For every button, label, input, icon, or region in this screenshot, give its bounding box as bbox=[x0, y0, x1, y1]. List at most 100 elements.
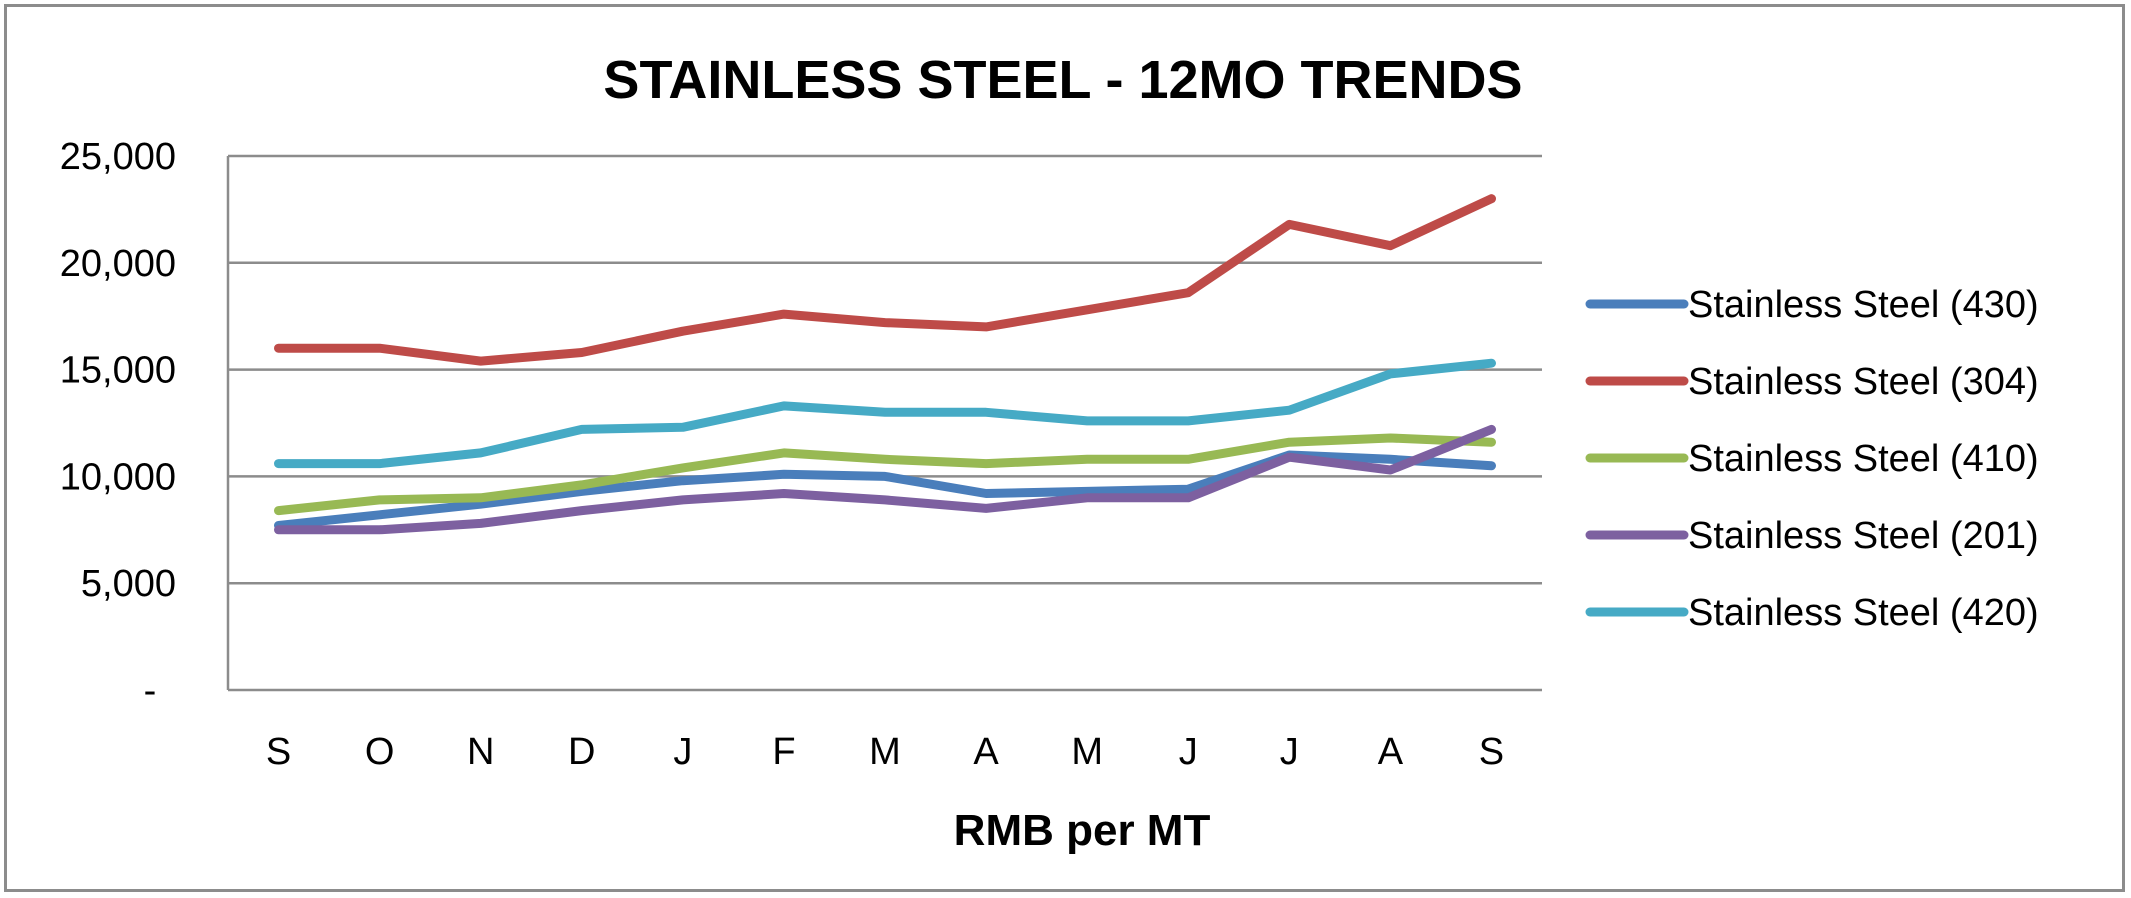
data-point bbox=[580, 428, 583, 431]
data-point bbox=[782, 451, 785, 454]
x-tick-label: M bbox=[869, 731, 901, 773]
data-point bbox=[479, 360, 482, 363]
data-point bbox=[1086, 490, 1089, 493]
data-point bbox=[884, 321, 886, 324]
data-point bbox=[884, 498, 886, 501]
data-point bbox=[378, 347, 381, 350]
data-point bbox=[782, 492, 785, 495]
series-0 bbox=[274, 450, 1496, 530]
data-point bbox=[1288, 456, 1291, 459]
x-tick-label: O bbox=[365, 731, 395, 773]
x-axis-label: RMB per MT bbox=[954, 806, 1211, 855]
data-point bbox=[1288, 441, 1291, 444]
x-tick-label: J bbox=[1179, 731, 1198, 773]
chart-title: STAINLESS STEEL - 12MO TRENDS bbox=[603, 50, 1522, 110]
data-point bbox=[884, 475, 886, 478]
x-tick-label: F bbox=[772, 731, 795, 773]
legend-label: Stainless Steel (201) bbox=[1688, 515, 2039, 557]
y-tick-label: 5,000 bbox=[81, 563, 176, 605]
data-point bbox=[985, 325, 988, 328]
data-point bbox=[985, 507, 988, 510]
data-point bbox=[580, 483, 583, 486]
data-point bbox=[1389, 244, 1392, 247]
y-tick-label: 15,000 bbox=[60, 350, 176, 392]
data-point bbox=[681, 498, 684, 501]
data-point bbox=[681, 479, 684, 482]
data-point bbox=[681, 426, 684, 429]
data-point bbox=[1490, 362, 1493, 365]
data-point bbox=[1086, 458, 1089, 461]
series-lines bbox=[274, 194, 1496, 535]
series-4 bbox=[274, 358, 1496, 469]
legend: Stainless Steel (430) Stainless Steel (30… bbox=[1585, 284, 2039, 634]
data-point bbox=[681, 330, 684, 333]
x-tick-label: N bbox=[467, 731, 494, 773]
data-point bbox=[1389, 458, 1392, 461]
data-point bbox=[1187, 488, 1190, 491]
series-1 bbox=[274, 194, 1496, 366]
data-point bbox=[1187, 419, 1190, 422]
legend-item: Stainless Steel (201) bbox=[1585, 515, 2039, 557]
data-point bbox=[1389, 468, 1392, 471]
legend-item: Stainless Steel (430) bbox=[1585, 284, 2039, 326]
data-point bbox=[479, 496, 482, 499]
y-tick-label: 10,000 bbox=[60, 456, 176, 498]
data-point bbox=[479, 522, 482, 525]
data-point bbox=[1187, 291, 1190, 294]
data-point bbox=[1288, 223, 1291, 226]
data-point bbox=[479, 503, 482, 506]
data-point bbox=[1490, 197, 1493, 200]
data-point bbox=[1086, 308, 1089, 311]
data-point bbox=[277, 509, 280, 512]
x-tick-label: J bbox=[1280, 731, 1299, 773]
data-point bbox=[884, 411, 886, 414]
data-point bbox=[1288, 409, 1291, 412]
data-point bbox=[277, 462, 280, 465]
data-point bbox=[1490, 441, 1493, 444]
data-point bbox=[782, 313, 785, 316]
series-line bbox=[274, 358, 1496, 469]
data-point bbox=[1187, 496, 1190, 499]
data-point bbox=[479, 451, 482, 454]
data-point bbox=[681, 466, 684, 469]
y-axis-ticks: - 5,000 10,000 15,000 20,000 25,000 bbox=[60, 136, 176, 712]
series-3 bbox=[274, 424, 1496, 535]
y-tick-label: 20,000 bbox=[60, 243, 176, 285]
y-tick-label: - bbox=[144, 670, 157, 712]
x-tick-label: S bbox=[266, 731, 291, 773]
legend-label: Stainless Steel (420) bbox=[1688, 592, 2039, 634]
data-point bbox=[985, 411, 988, 414]
data-point bbox=[277, 347, 280, 350]
data-point bbox=[1490, 428, 1493, 431]
chart-frame bbox=[4, 4, 2125, 892]
x-tick-label: S bbox=[1479, 731, 1504, 773]
series-line bbox=[274, 194, 1496, 366]
legend-label: Stainless Steel (304) bbox=[1688, 361, 2039, 403]
legend-item: Stainless Steel (420) bbox=[1585, 592, 2039, 634]
data-point bbox=[884, 458, 886, 461]
data-point bbox=[1490, 464, 1493, 467]
data-point bbox=[580, 509, 583, 512]
data-point bbox=[378, 498, 381, 501]
x-tick-label: A bbox=[973, 731, 999, 773]
data-point bbox=[580, 351, 583, 354]
legend-label: Stainless Steel (410) bbox=[1688, 438, 2039, 480]
legend-label: Stainless Steel (430) bbox=[1688, 284, 2039, 326]
data-point bbox=[277, 528, 280, 531]
data-point bbox=[378, 513, 381, 516]
legend-item: Stainless Steel (410) bbox=[1585, 438, 2039, 480]
y-tick-label: 25,000 bbox=[60, 136, 176, 178]
data-point bbox=[378, 528, 381, 531]
data-point bbox=[1389, 372, 1392, 375]
x-tick-label: J bbox=[673, 731, 692, 773]
legend-item: Stainless Steel (304) bbox=[1585, 361, 2039, 403]
data-point bbox=[985, 462, 988, 465]
data-point bbox=[1086, 496, 1089, 499]
data-point bbox=[378, 462, 381, 465]
data-point bbox=[580, 490, 583, 493]
x-tick-label: A bbox=[1378, 731, 1404, 773]
x-tick-label: M bbox=[1071, 731, 1103, 773]
gridlines bbox=[226, 154, 1542, 692]
